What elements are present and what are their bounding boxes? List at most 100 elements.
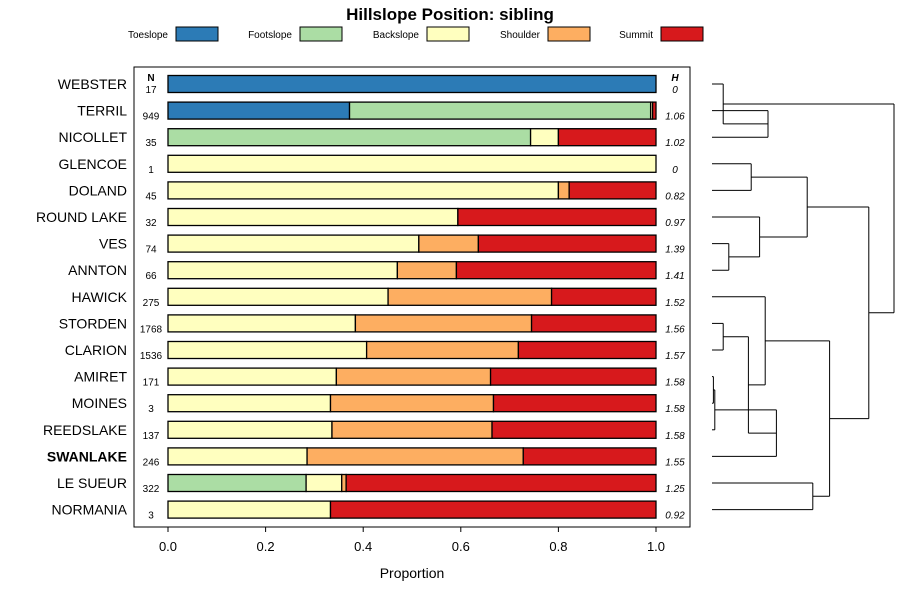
row-label-round-lake: ROUND LAKE xyxy=(36,209,127,225)
bar-segment-amiret-summit xyxy=(489,367,657,386)
row-label-doland: DOLAND xyxy=(69,182,127,198)
legend-label-backslope: Backslope xyxy=(373,30,420,41)
row-label-amiret: AMIRET xyxy=(74,369,127,385)
h-value-terril: 1.06 xyxy=(665,112,685,123)
row-label-moines: MOINES xyxy=(72,395,127,411)
bar-segment-doland-summit xyxy=(568,181,657,200)
bar-segment-le-sueur-summit xyxy=(345,473,657,493)
h-value-doland: 0.82 xyxy=(665,191,685,202)
row-labels-group: WEBSTER 17 0 TERRIL 949 1.06 NICOLLET 35 1.02 GLE… xyxy=(36,76,685,522)
h-value-clarion: 1.57 xyxy=(665,351,685,362)
bar-segment-swanlake-summit xyxy=(522,447,657,466)
n-column-header: N xyxy=(147,73,154,84)
bar-segment-terril-footslope xyxy=(348,101,652,120)
row-label-clarion: CLARION xyxy=(65,342,127,358)
h-value-round-lake: 0.97 xyxy=(665,218,685,229)
h-value-glencoe: 0 xyxy=(672,165,678,176)
bar-segment-nicollet-backslope xyxy=(529,128,560,147)
bar-segment-reedslake-summit xyxy=(491,420,657,439)
bar-segment-annton-summit xyxy=(455,261,657,280)
h-column-header: H xyxy=(671,73,679,84)
n-value-ves: 74 xyxy=(145,245,157,256)
row-label-glencoe: GLENCOE xyxy=(59,156,127,172)
row-label-reedslake: REEDSLAKE xyxy=(43,422,127,438)
n-value-webster: 17 xyxy=(145,85,157,96)
n-value-amiret: 171 xyxy=(143,378,160,389)
h-value-hawick: 1.52 xyxy=(665,298,685,309)
bar-segment-clarion-backslope xyxy=(167,340,368,360)
row-label-terril: TERRIL xyxy=(77,103,127,119)
row-label-ves: VES xyxy=(99,236,127,252)
h-value-nicollet: 1.02 xyxy=(665,138,685,149)
legend-label-shoulder: Shoulder xyxy=(500,30,541,41)
bar-segment-clarion-summit xyxy=(517,340,657,360)
chart-title: Hillslope Position: sibling xyxy=(346,5,554,24)
bar-segment-ves-summit xyxy=(477,234,657,253)
legend-swatch-toeslope xyxy=(175,26,219,42)
bar-segment-le-sueur-footslope xyxy=(167,473,307,493)
bar-segment-storden-shoulder xyxy=(354,314,533,333)
row-label-nicollet: NICOLLET xyxy=(59,129,128,145)
bar-segment-terril-summit xyxy=(651,101,657,120)
h-value-storden: 1.56 xyxy=(665,324,685,335)
bar-segment-terril-toeslope xyxy=(167,101,351,120)
h-value-reedslake: 1.58 xyxy=(665,431,685,442)
plot-panel xyxy=(133,66,691,528)
bar-segment-annton-backslope xyxy=(167,261,399,280)
legend-swatch-footslope xyxy=(299,26,343,42)
x-tick-label-3: 0.6 xyxy=(452,539,470,554)
n-value-reedslake: 137 xyxy=(143,431,160,442)
bar-segment-reedslake-backslope xyxy=(167,420,333,439)
bar-segment-amiret-backslope xyxy=(167,367,338,386)
n-value-annton: 66 xyxy=(145,271,157,282)
bars-group xyxy=(167,74,657,519)
x-tick-label-2: 0.4 xyxy=(354,539,372,554)
n-value-normania: 3 xyxy=(148,511,154,522)
n-value-doland: 45 xyxy=(145,191,157,202)
bar-segment-hawick-shoulder xyxy=(387,287,553,306)
bar-segment-nicollet-summit xyxy=(557,128,657,147)
x-axis-label: Proportion xyxy=(380,565,445,581)
row-label-annton: ANNTON xyxy=(68,262,127,278)
row-label-webster: WEBSTER xyxy=(58,76,127,92)
bar-segment-moines-backslope xyxy=(167,394,332,413)
h-value-moines: 1.58 xyxy=(665,404,685,415)
bar-segment-le-sueur-shoulder xyxy=(341,473,347,493)
row-label-swanlake: SWANLAKE xyxy=(47,448,127,464)
n-value-nicollet: 35 xyxy=(145,138,157,149)
h-value-le-sueur: 1.25 xyxy=(665,484,685,495)
row-label-storden: STORDEN xyxy=(59,315,127,331)
h-value-ves: 1.39 xyxy=(665,245,685,256)
row-label-le-sueur: LE SUEUR xyxy=(57,475,127,491)
legend-label-footslope: Footslope xyxy=(248,30,292,41)
bar-segment-moines-summit xyxy=(492,394,657,413)
bar-segment-normania-backslope xyxy=(167,500,332,519)
bar-segment-nicollet-footslope xyxy=(167,128,532,147)
dendrogram xyxy=(712,83,895,511)
x-tick-label-5: 1.0 xyxy=(647,539,665,554)
bar-segment-webster-toeslope xyxy=(167,74,657,94)
n-value-le-sueur: 322 xyxy=(143,484,160,495)
row-label-normania: NORMANIA xyxy=(52,502,128,518)
bar-segment-ves-shoulder xyxy=(418,234,480,253)
bar-segment-annton-shoulder xyxy=(396,261,458,280)
h-value-amiret: 1.58 xyxy=(665,378,685,389)
legend-label-summit: Summit xyxy=(619,30,653,41)
bar-segment-hawick-summit xyxy=(550,287,657,306)
x-axis: 0.0 0.2 0.4 0.6 0.8 1.0 xyxy=(159,527,665,554)
n-value-hawick: 275 xyxy=(143,298,160,309)
n-value-storden: 1768 xyxy=(140,324,163,335)
h-value-swanlake: 1.55 xyxy=(665,457,685,468)
bar-segment-swanlake-shoulder xyxy=(306,447,524,466)
legend-swatch-shoulder xyxy=(547,26,591,42)
h-value-normania: 0.92 xyxy=(665,511,685,522)
row-label-hawick: HAWICK xyxy=(72,289,128,305)
bar-segment-normania-summit xyxy=(329,500,657,519)
n-value-clarion: 1536 xyxy=(140,351,163,362)
n-value-glencoe: 1 xyxy=(148,165,154,176)
n-value-round-lake: 32 xyxy=(145,218,157,229)
n-value-terril: 949 xyxy=(143,112,160,123)
legend-swatch-summit xyxy=(660,26,704,42)
bar-segment-le-sueur-backslope xyxy=(305,473,343,493)
